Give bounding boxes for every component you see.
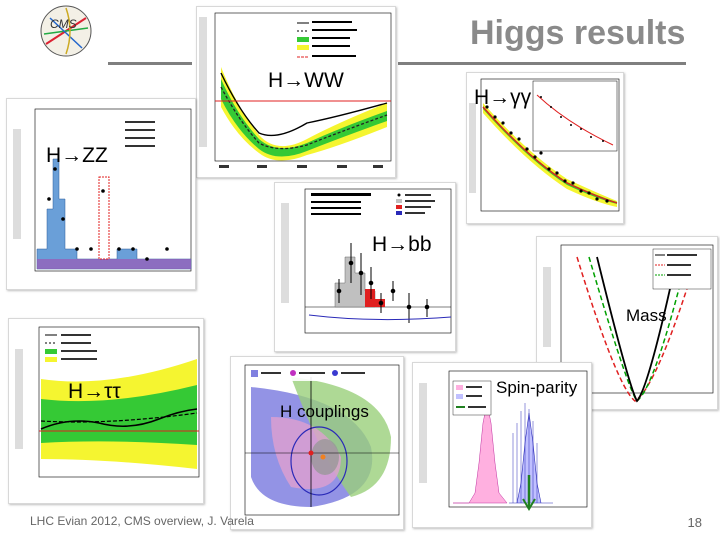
label-hww: H→WW	[268, 69, 344, 92]
label-hbb: H→bb	[372, 233, 432, 256]
htautau-plot	[8, 318, 204, 504]
label-mass: Mass	[626, 306, 667, 325]
couplings-plot-graphic	[244, 364, 400, 516]
hbb-plot	[274, 182, 456, 352]
title-rule-left	[108, 62, 192, 65]
cms-logo: CMS	[36, 4, 96, 58]
hzz-plot	[6, 98, 196, 290]
footer-text: LHC Evian 2012, CMS overview, J. Varela	[30, 514, 254, 528]
hgg-plot-graphic	[469, 78, 620, 212]
hbb-plot-graphic	[281, 188, 452, 334]
label-hzz: H→ZZ	[46, 144, 108, 167]
page-number: 18	[687, 515, 702, 530]
spin-parity-plot	[412, 362, 592, 528]
hgg-plot	[466, 72, 624, 224]
label-hgg: H→γγ	[474, 86, 532, 109]
title-rule-right	[398, 62, 686, 65]
htautau-plot-graphic	[15, 326, 200, 478]
spin-parity-plot-graphic	[419, 370, 588, 511]
cms-logo-graphic: CMS	[40, 5, 92, 57]
label-spin-parity: Spin-parity	[496, 378, 578, 397]
hzz-plot-graphic	[13, 108, 192, 272]
label-couplings: H couplings	[280, 402, 369, 421]
slide-title: Higgs results	[470, 14, 686, 52]
label-htautau: H→ττ	[68, 380, 121, 403]
couplings-plot	[230, 356, 404, 530]
cms-logo-text: CMS	[50, 17, 77, 31]
hww-plot	[196, 6, 396, 178]
hww-plot-graphic	[199, 12, 392, 168]
